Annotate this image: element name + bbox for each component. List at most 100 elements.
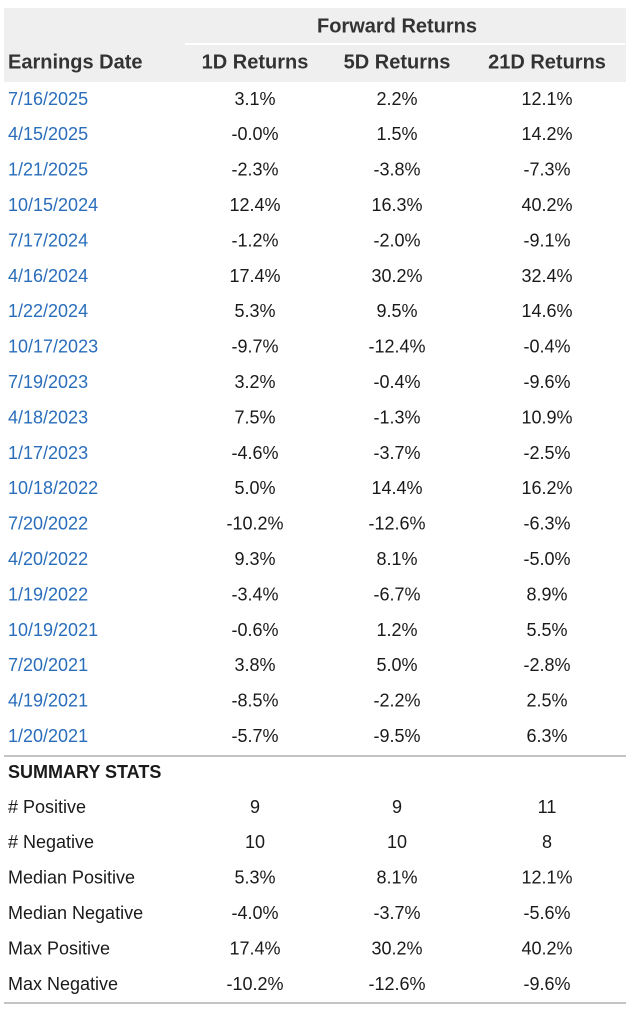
return-cell: -12.4% bbox=[368, 337, 425, 357]
column-header: 5D Returns bbox=[344, 51, 451, 73]
stat-cell: -3.7% bbox=[373, 903, 420, 923]
return-cell: 6.3% bbox=[526, 726, 567, 746]
return-cell: -10.2% bbox=[226, 514, 283, 534]
stat-cell: 17.4% bbox=[229, 938, 280, 958]
stat-cell: 10 bbox=[387, 832, 407, 852]
return-cell: -9.7% bbox=[231, 337, 278, 357]
date-link: 7/20/2021 bbox=[8, 655, 88, 675]
return-cell: 9.3% bbox=[234, 549, 275, 569]
date-link: 1/22/2024 bbox=[8, 301, 88, 321]
return-cell: -2.0% bbox=[373, 230, 420, 250]
return-cell: -3.8% bbox=[373, 160, 420, 180]
return-cell: 1.5% bbox=[376, 124, 417, 144]
return-cell: 3.8% bbox=[234, 655, 275, 675]
return-cell: 8.1% bbox=[376, 549, 417, 569]
return-cell: -6.7% bbox=[373, 584, 420, 604]
summary-title: SUMMARY STATS bbox=[8, 762, 161, 782]
date-link: 1/21/2025 bbox=[8, 160, 88, 180]
return-cell: 7.5% bbox=[234, 407, 275, 427]
return-cell: 5.3% bbox=[234, 301, 275, 321]
date-link: 10/15/2024 bbox=[8, 195, 98, 215]
stat-cell: -4.0% bbox=[231, 903, 278, 923]
return-cell: 40.2% bbox=[521, 195, 572, 215]
return-cell: 3.1% bbox=[234, 89, 275, 109]
stat-cell: 5.3% bbox=[234, 868, 275, 888]
return-cell: -2.8% bbox=[523, 655, 570, 675]
return-cell: -6.3% bbox=[523, 514, 570, 534]
stat-cell: 30.2% bbox=[371, 938, 422, 958]
date-link: 1/20/2021 bbox=[8, 726, 88, 746]
stat-cell: 40.2% bbox=[521, 938, 572, 958]
return-cell: -3.7% bbox=[373, 443, 420, 463]
stat-cell: 12.1% bbox=[521, 868, 572, 888]
date-link: 4/19/2021 bbox=[8, 691, 88, 711]
date-link: 4/15/2025 bbox=[8, 124, 88, 144]
date-link: 4/20/2022 bbox=[8, 549, 88, 569]
stat-cell: -9.6% bbox=[523, 974, 570, 994]
date-link: 10/17/2023 bbox=[8, 337, 98, 357]
group-header: Forward Returns bbox=[317, 15, 477, 37]
stat-cell: 9 bbox=[392, 797, 402, 817]
return-cell: -0.6% bbox=[231, 620, 278, 640]
column-header: Earnings Date bbox=[8, 51, 142, 73]
return-cell: 14.4% bbox=[371, 478, 422, 498]
return-cell: -5.7% bbox=[231, 726, 278, 746]
return-cell: -1.2% bbox=[231, 230, 278, 250]
date-link: 1/17/2023 bbox=[8, 443, 88, 463]
return-cell: -0.4% bbox=[523, 337, 570, 357]
return-cell: -5.0% bbox=[523, 549, 570, 569]
date-link: 10/18/2022 bbox=[8, 478, 98, 498]
stat-label: Max Negative bbox=[8, 974, 118, 994]
return-cell: 14.2% bbox=[521, 124, 572, 144]
return-cell: 16.3% bbox=[371, 195, 422, 215]
return-cell: 5.0% bbox=[234, 478, 275, 498]
date-link: 4/18/2023 bbox=[8, 407, 88, 427]
return-cell: 12.1% bbox=[521, 89, 572, 109]
date-link: 7/17/2024 bbox=[8, 230, 88, 250]
date-link: 7/16/2025 bbox=[8, 89, 88, 109]
date-link: 7/20/2022 bbox=[8, 514, 88, 534]
stat-cell: 8 bbox=[542, 832, 552, 852]
column-header: 1D Returns bbox=[202, 51, 309, 73]
stat-label: Median Negative bbox=[8, 903, 143, 923]
return-cell: -2.2% bbox=[373, 691, 420, 711]
stat-cell: 11 bbox=[538, 797, 557, 817]
stat-cell: -5.6% bbox=[523, 903, 570, 923]
return-cell: -9.5% bbox=[373, 726, 420, 746]
return-cell: -7.3% bbox=[523, 160, 570, 180]
stat-cell: 10 bbox=[245, 832, 265, 852]
return-cell: 14.6% bbox=[521, 301, 572, 321]
date-link: 10/19/2021 bbox=[8, 620, 98, 640]
return-cell: 32.4% bbox=[521, 266, 572, 286]
stat-label: Median Positive bbox=[8, 868, 135, 888]
date-link: 7/19/2023 bbox=[8, 372, 88, 392]
return-cell: 5.5% bbox=[526, 620, 567, 640]
return-cell: -2.3% bbox=[231, 160, 278, 180]
date-link: 1/19/2022 bbox=[8, 584, 88, 604]
return-cell: -0.0% bbox=[231, 124, 278, 144]
return-cell: -8.5% bbox=[231, 691, 278, 711]
return-cell: -9.6% bbox=[523, 372, 570, 392]
return-cell: 10.9% bbox=[521, 407, 572, 427]
stat-label: Max Positive bbox=[8, 938, 110, 958]
return-cell: 12.4% bbox=[229, 195, 280, 215]
return-cell: 3.2% bbox=[234, 372, 275, 392]
return-cell: -4.6% bbox=[231, 443, 278, 463]
stat-cell: -10.2% bbox=[226, 974, 283, 994]
return-cell: -9.1% bbox=[523, 230, 570, 250]
return-cell: -12.6% bbox=[368, 514, 425, 534]
return-cell: -3.4% bbox=[231, 584, 278, 604]
return-cell: 5.0% bbox=[376, 655, 417, 675]
return-cell: -0.4% bbox=[373, 372, 420, 392]
return-cell: 9.5% bbox=[376, 301, 417, 321]
stat-cell: -12.6% bbox=[368, 974, 425, 994]
stat-label: # Negative bbox=[8, 832, 94, 852]
return-cell: -2.5% bbox=[523, 443, 570, 463]
return-cell: 16.2% bbox=[521, 478, 572, 498]
return-cell: 1.2% bbox=[376, 620, 417, 640]
return-cell: 2.2% bbox=[376, 89, 417, 109]
return-cell: 30.2% bbox=[371, 266, 422, 286]
stat-cell: 9 bbox=[250, 797, 260, 817]
